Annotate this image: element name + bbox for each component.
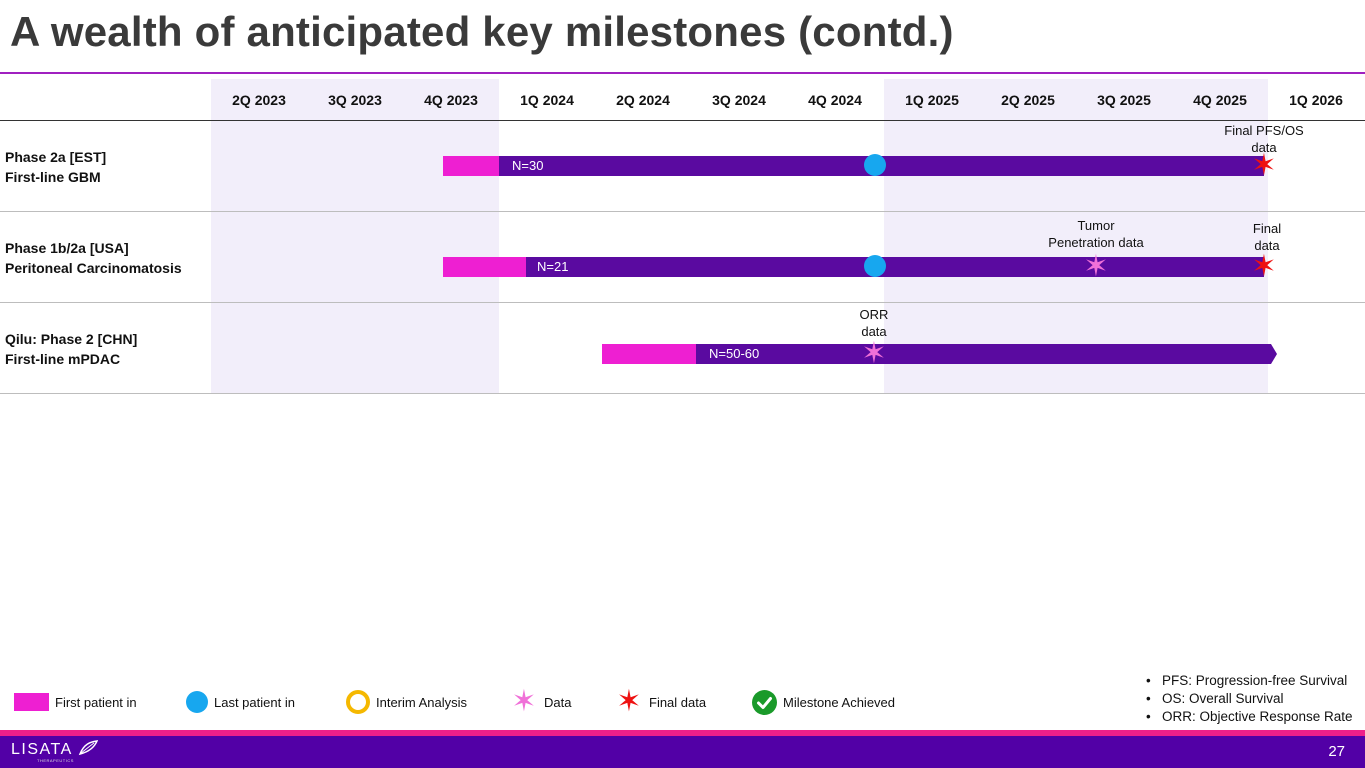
first-patient-swatch-icon [14, 693, 49, 711]
abbreviation-list: • PFS: Progression-free Survival • OS: O… [1146, 672, 1353, 726]
trial-label-gbm: Phase 2a [EST] First-line GBM [5, 147, 106, 187]
legend-last-patient: Last patient in [186, 688, 295, 716]
leaf-icon [78, 740, 99, 756]
row-divider [0, 302, 1365, 303]
trial-indication: First-line mPDAC [5, 351, 121, 367]
trial-indication: First-line GBM [5, 169, 101, 185]
quarter-label: 3Q 2024 [712, 92, 766, 108]
data-icon: ✶ [861, 337, 887, 370]
legend-interim: Interim Analysis [346, 688, 467, 716]
quarter-label: 1Q 2026 [1289, 92, 1343, 108]
shade-2025 [884, 79, 1268, 393]
trial-timeline-bar [526, 257, 1264, 277]
first-patient-bar [443, 257, 527, 277]
quarter-label: 1Q 2024 [520, 92, 574, 108]
quarter-label: 2Q 2025 [1001, 92, 1055, 108]
milestone-annotation: Tumor Penetration data [1048, 218, 1144, 250]
abbreviation-item: • PFS: Progression-free Survival [1146, 673, 1348, 688]
final-data-icon: ✶ [1251, 250, 1277, 283]
row-divider [0, 211, 1365, 212]
abbreviation-item: • OS: Overall Survival [1146, 691, 1284, 706]
header-divider [0, 120, 1365, 121]
first-patient-bar [443, 156, 500, 176]
trial-name: Phase 1b/2a [USA] [5, 240, 129, 256]
legend-data: ✶ Data [511, 685, 572, 718]
last-patient-icon [864, 255, 886, 277]
quarter-label: 4Q 2024 [808, 92, 862, 108]
six-point-star-icon: ✶ [511, 685, 537, 718]
logo-subtitle: THERAPEUTICS [37, 758, 74, 763]
trial-label-peritoneal: Phase 1b/2a [USA] Peritoneal Carcinomato… [5, 238, 182, 278]
final-data-icon: ✶ [1251, 149, 1277, 182]
trial-indication: Peritoneal Carcinomatosis [5, 260, 182, 276]
milestone-annotation: Final data [1252, 221, 1282, 253]
trial-label-mpdac: Qilu: Phase 2 [CHN] First-line mPDAC [5, 329, 137, 369]
shade-2023 [211, 79, 499, 393]
company-logo: LISATA [11, 740, 99, 759]
enrollment-label: N=30 [512, 158, 544, 173]
footer-accent [0, 730, 1365, 736]
ring-icon [346, 690, 370, 714]
trial-timeline-bar [696, 344, 1266, 364]
quarter-label: 4Q 2025 [1193, 92, 1247, 108]
legend-final: ✶ Final data [616, 685, 707, 718]
quarter-label: 3Q 2025 [1097, 92, 1151, 108]
page-title: A wealth of anticipated key milestones (… [10, 8, 954, 55]
trial-name: Phase 2a [EST] [5, 149, 107, 165]
enrollment-label: N=50-60 [709, 346, 760, 361]
quarter-label: 2Q 2024 [616, 92, 670, 108]
trial-name: Qilu: Phase 2 [CHN] [5, 331, 138, 347]
six-point-star-icon: ✶ [616, 685, 642, 718]
data-icon: ✶ [1083, 250, 1109, 283]
legend-first-patient: First patient in [14, 688, 137, 716]
abbreviation-item: • ORR: Objective Response Rate [1146, 709, 1353, 724]
enrollment-label: N=21 [537, 259, 569, 274]
quarter-label: 4Q 2023 [424, 92, 478, 108]
footer-bar [0, 736, 1365, 768]
row-divider [0, 393, 1365, 394]
legend-achieved: Milestone Achieved [752, 688, 895, 716]
last-patient-icon [864, 154, 886, 176]
quarter-label: 3Q 2023 [328, 92, 382, 108]
quarter-label: 2Q 2023 [232, 92, 286, 108]
page-number: 27 [1328, 743, 1345, 760]
quarter-label: 1Q 2025 [905, 92, 959, 108]
arrow-head-icon [1265, 344, 1277, 364]
check-circle-icon [752, 689, 777, 715]
milestone-annotation: Final PFS/OS data [1224, 123, 1304, 155]
milestone-annotation: ORR data [859, 307, 889, 339]
first-patient-bar [602, 344, 697, 364]
title-divider [0, 72, 1365, 74]
circle-icon [186, 691, 208, 713]
